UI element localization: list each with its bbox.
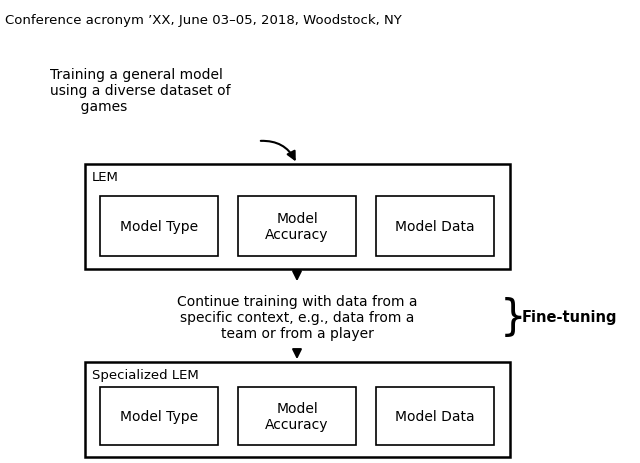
Bar xyxy=(100,197,218,257)
Text: Model Data: Model Data xyxy=(395,409,475,423)
Text: Training a general model
using a diverse dataset of
       games: Training a general model using a diverse… xyxy=(50,68,230,114)
Text: Specialized LEM: Specialized LEM xyxy=(92,368,199,381)
Text: Model
Accuracy: Model Accuracy xyxy=(265,212,329,242)
Text: Model Data: Model Data xyxy=(395,219,475,233)
Text: Model
Accuracy: Model Accuracy xyxy=(265,401,329,431)
Text: Model Type: Model Type xyxy=(120,219,198,233)
Bar xyxy=(376,387,494,445)
Bar xyxy=(376,197,494,257)
Text: Conference acronym ’XX, June 03–05, 2018, Woodstock, NY: Conference acronym ’XX, June 03–05, 2018… xyxy=(5,14,402,27)
Text: Continue training with data from a
specific context, e.g., data from a
team or f: Continue training with data from a speci… xyxy=(177,294,417,341)
Text: }: } xyxy=(500,296,527,338)
Bar xyxy=(85,165,510,269)
Text: LEM: LEM xyxy=(92,171,119,184)
Bar xyxy=(238,387,356,445)
Bar xyxy=(238,197,356,257)
Bar xyxy=(85,362,510,457)
Text: Fine-tuning: Fine-tuning xyxy=(522,310,618,325)
Text: Model Type: Model Type xyxy=(120,409,198,423)
Bar xyxy=(100,387,218,445)
